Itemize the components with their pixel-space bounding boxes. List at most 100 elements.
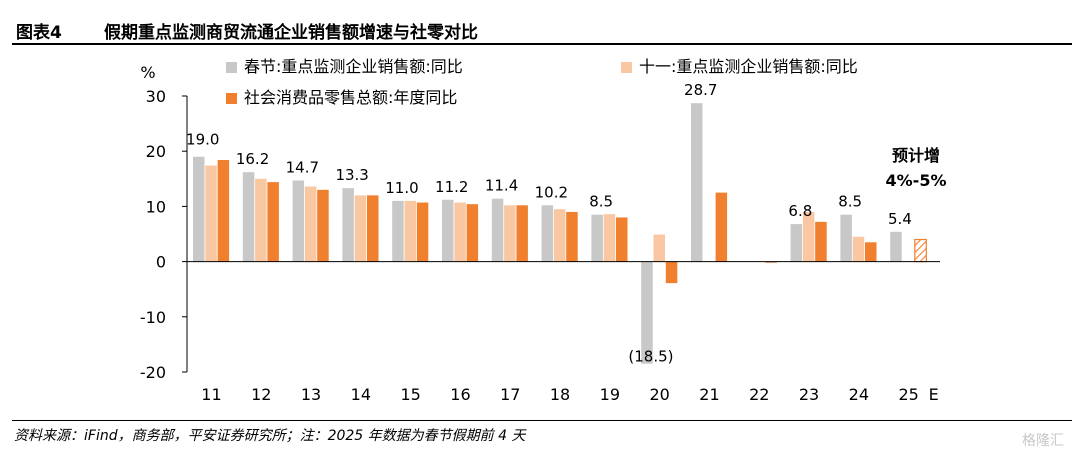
bar-11-s3 <box>217 160 230 262</box>
data-label-11: 19.0 <box>186 131 219 149</box>
y-tick-label: 0 <box>156 253 166 272</box>
annotation-line-2: 4%-5% <box>886 171 947 190</box>
x-tick-label: 24 <box>849 385 869 404</box>
y-tick-label: 20 <box>146 142 166 161</box>
watermark-logo: 格隆汇 <box>1022 433 1064 449</box>
bar-13-s1 <box>292 180 305 262</box>
bar-17-s3 <box>516 205 528 262</box>
y-tick-label: -10 <box>140 308 166 327</box>
legend-swatch-2 <box>621 62 632 73</box>
bar-18-s1 <box>541 205 554 262</box>
bar-18-s3 <box>566 211 578 262</box>
bar-16-s3 <box>466 204 479 262</box>
bar-chart: 春节:重点监测企业销售额:同比 十一:重点监测企业销售额:同比社会消费品零售总额:… <box>140 57 947 404</box>
y-tick-label: -20 <box>140 363 166 382</box>
y-tick-label: 10 <box>146 197 166 216</box>
bar-19-s3 <box>616 217 628 262</box>
x-axis-suffix: E <box>929 385 939 404</box>
bar-21-s3 <box>715 192 728 262</box>
bar-24-s3 <box>865 242 877 262</box>
bar-22-s3 <box>765 261 777 263</box>
data-label-14: 13.3 <box>335 166 368 184</box>
y-axis: 30 20 10 0 -10 -20% <box>140 63 188 382</box>
bar-13-s2 <box>304 186 317 262</box>
bar-24-s1 <box>840 214 852 262</box>
bar-19-s2 <box>603 214 616 262</box>
x-tick-label: 18 <box>550 385 570 404</box>
x-tick-label: 14 <box>351 385 371 404</box>
x-tick-label: 21 <box>699 385 719 404</box>
data-label-18: 10.2 <box>535 183 568 201</box>
bar-12-s3 <box>267 182 279 262</box>
bar-21-s1 <box>691 103 703 262</box>
bar-12-s1 <box>242 172 255 262</box>
figure-header: 图表4 假期重点监测商贸流通企业销售额增速与社零对比 <box>12 14 1072 43</box>
forecast-annotation: 预计增 4%-5% <box>886 146 947 190</box>
bar-14-s3 <box>367 195 379 262</box>
figure-title: 假期重点监测商贸流通企业销售额增速与社零对比 <box>104 23 478 43</box>
x-tick-label: 15 <box>400 385 420 404</box>
bar-11-s1 <box>193 156 205 262</box>
x-tick-label: 12 <box>251 385 271 404</box>
x-tick-label: 25 <box>898 385 918 404</box>
bar-15-s2 <box>404 200 416 262</box>
bar-17-s2 <box>504 205 516 262</box>
bar-20-s2 <box>653 234 665 262</box>
y-tick-label: 30 <box>146 87 166 106</box>
data-label-25: 5.4 <box>888 210 912 228</box>
legend-label-3: 社会消费品零售总额:年度同比 <box>244 88 457 107</box>
bar-17-s1 <box>491 198 504 262</box>
legend-label-2: 十一:重点监测企业销售额:同比 <box>639 57 858 76</box>
x-tick-label: 19 <box>600 385 620 404</box>
bar-15-s1 <box>392 200 404 262</box>
y-axis-unit: % <box>140 63 155 82</box>
bar-14-s1 <box>342 188 354 262</box>
bar-16-s1 <box>442 199 454 262</box>
data-label-17: 11.4 <box>485 177 518 195</box>
x-tick-label: 20 <box>649 385 669 404</box>
data-label-23: 6.8 <box>788 202 812 220</box>
bar-23-s1 <box>790 224 803 262</box>
data-label-20: (18.5) <box>628 348 673 366</box>
bar-11-s2 <box>205 165 217 262</box>
annotation-line-1: 预计增 <box>892 146 940 165</box>
x-tick-label: 13 <box>301 385 321 404</box>
bar-23-s2 <box>802 211 815 262</box>
data-label-16: 11.2 <box>435 178 468 196</box>
bar-16-s2 <box>454 202 466 262</box>
source-note: 资料来源：iFind，商务部，平安证券研究所；注：2025 年数据为春节假期前 … <box>14 428 526 444</box>
bar-12-s2 <box>255 178 267 262</box>
x-tick-label: 23 <box>799 385 819 404</box>
bar-25-s3 <box>914 238 927 263</box>
bar-15-s3 <box>416 202 429 262</box>
data-label-15: 11.0 <box>385 179 418 197</box>
bar-23-s3 <box>815 221 827 262</box>
x-tick-label: 17 <box>500 385 520 404</box>
bar-20-s3 <box>665 261 678 284</box>
legend-swatch-1 <box>226 62 237 73</box>
x-axis: 11 12 13 14 15 16 17 18 19 20 21 22 23 24 25 E <box>187 261 940 404</box>
x-tick-label: 11 <box>201 385 221 404</box>
data-label-19: 8.5 <box>589 193 613 211</box>
bars-group <box>193 103 927 364</box>
bar-18-s2 <box>553 209 566 262</box>
figure-number: 图表4 <box>16 23 62 43</box>
x-tick-label: 22 <box>749 385 769 404</box>
bar-19-s1 <box>591 214 603 262</box>
data-labels: 19.0 16.2 14.7 13.3 11.0 11.2 11.4 10.2 8.5 (18.5… <box>186 81 912 366</box>
legend-label-1: 春节:重点监测企业销售额:同比 <box>244 57 463 76</box>
data-label-21: 28.7 <box>684 81 717 99</box>
data-label-12: 16.2 <box>236 150 269 168</box>
legend-swatch-3 <box>226 93 237 104</box>
x-tick-label: 16 <box>450 385 470 404</box>
bar-13-s3 <box>317 189 329 262</box>
data-label-13: 14.7 <box>286 158 319 176</box>
bar-25-s1 <box>890 231 902 262</box>
data-label-24: 8.5 <box>838 193 862 211</box>
bar-20-s1 <box>641 261 653 364</box>
chart-legend: 春节:重点监测企业销售额:同比 十一:重点监测企业销售额:同比社会消费品零售总额:… <box>226 57 858 107</box>
footer-rule <box>12 420 1072 421</box>
bar-24-s2 <box>852 236 865 262</box>
header-rule <box>12 43 1072 45</box>
bar-14-s2 <box>354 195 367 262</box>
